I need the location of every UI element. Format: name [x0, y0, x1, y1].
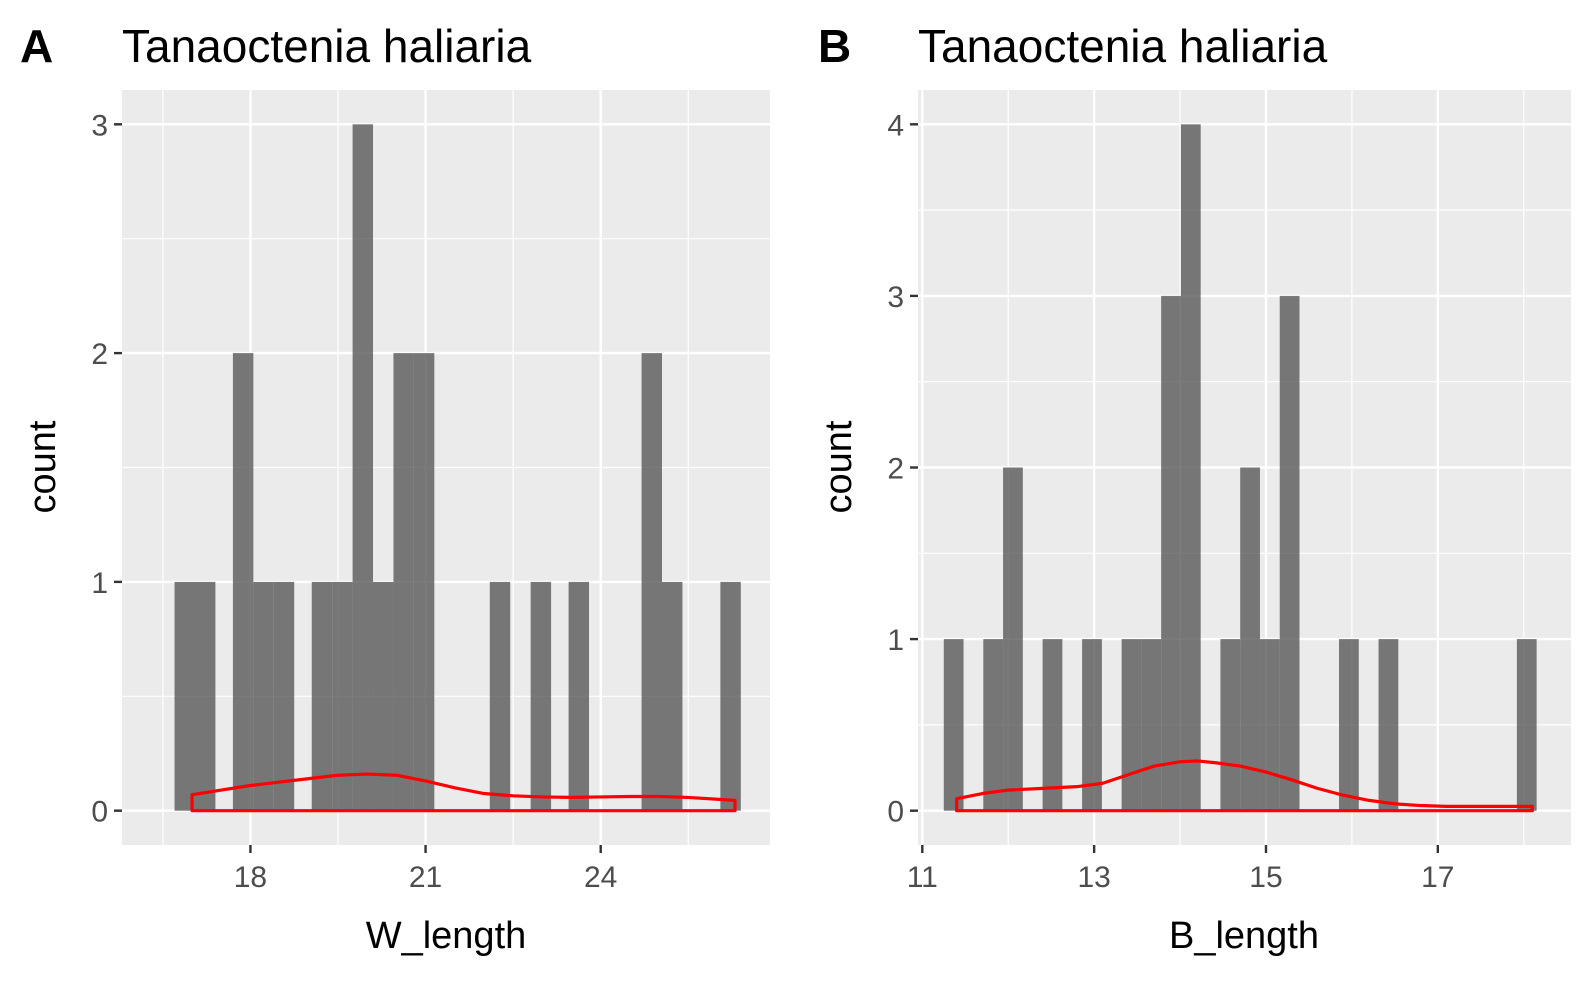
panel-a-y-tick-label: 2: [91, 338, 108, 371]
panel-b-histogram-bar: [1003, 467, 1023, 811]
panel-b-y-tick-label: 1: [887, 624, 904, 657]
panel-b-histogram-bar: [943, 639, 964, 811]
panel-a-y-tick-label: 0: [91, 796, 108, 829]
panel-a-histogram-bar: [273, 581, 295, 811]
panel-b-y-axis-title: count: [818, 420, 860, 513]
panel-a-histogram-bar: [393, 353, 414, 811]
panel-b-x-tick-label: 13: [1077, 861, 1110, 894]
panel-b-x-tick-label: 15: [1249, 861, 1282, 894]
panel-b-histogram-bar: [1042, 639, 1063, 811]
panel-b-title: Tanaoctenia haliaria: [918, 20, 1328, 72]
panel-b-letter: B: [818, 20, 851, 72]
panel-a-histogram-bar: [194, 581, 216, 811]
panel-a: A Tanaoctenia haliaria 0 1 2 3 18 21 24 W_leng…: [20, 20, 770, 957]
panel-b-histogram-bar: [1259, 639, 1280, 811]
panel-a-histogram-bar: [253, 581, 274, 811]
panel-b-y-tick-label: 4: [887, 109, 904, 142]
panel-b-histogram-bar: [1220, 639, 1241, 811]
panel-a-histogram-bar: [311, 581, 333, 811]
panel-a-density: [190, 772, 737, 813]
panel-a-y-tick-label: 3: [91, 109, 108, 142]
panel-a-axes: 0 1 2 3 18 21 24: [91, 109, 617, 894]
panel-a-histogram-bar: [530, 581, 552, 811]
panel-a-histogram-bar: [373, 581, 394, 811]
panel-b-histogram-bar: [1516, 639, 1537, 811]
panel-b-histogram-bar: [983, 639, 1004, 811]
panel-b-density-curve: [955, 759, 1534, 813]
panel-a-histogram-bar: [413, 353, 435, 811]
panel-a-x-axis-title: W_length: [366, 915, 527, 957]
panel-a-histogram-bar: [332, 581, 353, 811]
panel-a-letter: A: [20, 20, 53, 72]
panel-a-histogram-bar: [720, 581, 741, 811]
panel-a-bars: [174, 124, 741, 811]
panel-b-x-tick-label: 11: [907, 861, 938, 894]
panel-b-y-tick-label: 2: [887, 453, 904, 486]
panel-a-density-curve: [190, 772, 737, 813]
panel-b-histogram-bar: [1180, 124, 1201, 811]
panel-b-histogram-bar: [1141, 639, 1162, 811]
panel-a-y-axis-title: count: [22, 420, 64, 513]
panel-b-y-tick-label: 0: [887, 796, 904, 829]
panel-a-x-tick-label: 21: [409, 861, 442, 894]
panel-a-histogram-bar: [352, 124, 374, 811]
panel-a-x-tick-label: 18: [234, 861, 267, 894]
panel-b-histogram-bar: [1082, 639, 1102, 811]
panel-a-x-tick-label: 24: [584, 861, 617, 894]
panel-a-histogram-bar: [662, 581, 683, 811]
panel-a-histogram-bar: [568, 581, 590, 811]
panel-b-histogram-bar: [1240, 467, 1260, 811]
panel-b-histogram-bar: [1339, 639, 1359, 811]
panel-b-x-axis-title: B_length: [1169, 915, 1319, 957]
panel-b-histogram-bar: [1161, 295, 1181, 811]
panel-a-histogram-bar: [641, 353, 662, 811]
panel-b-density: [955, 759, 1534, 813]
panel-b-histogram-bar: [1279, 295, 1300, 811]
panel-a-title: Tanaoctenia haliaria: [122, 20, 532, 72]
panel-b-x-tick-label: 17: [1421, 861, 1454, 894]
panel-a-y-tick-label: 1: [91, 567, 108, 600]
panel-b-histogram-bar: [1121, 639, 1142, 811]
panel-a-histogram-bar: [489, 581, 511, 811]
panel-a-histogram-bar: [232, 353, 254, 811]
panel-a-histogram-bar: [174, 581, 195, 811]
panel-b-axes: 0 1 2 3 4 11 13 15 17: [887, 109, 1454, 894]
panel-b-y-tick-label: 3: [887, 281, 904, 314]
panel-b: B Tanaoctenia haliaria 0 1 2 3 4 11 13 15 17 B_l…: [818, 20, 1571, 957]
panel-b-histogram-bar: [1378, 639, 1399, 811]
